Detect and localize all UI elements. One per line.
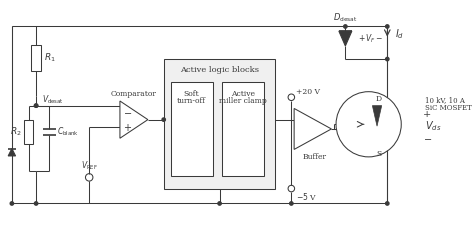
Text: SiC MOSFET: SiC MOSFET: [425, 104, 472, 112]
Text: D: D: [375, 95, 382, 103]
Polygon shape: [373, 106, 382, 126]
Circle shape: [35, 104, 38, 107]
Polygon shape: [8, 148, 16, 156]
Text: S: S: [376, 150, 382, 158]
Text: $R_2$: $R_2$: [9, 125, 21, 138]
Text: $V_{ds}$: $V_{ds}$: [425, 119, 441, 133]
Circle shape: [10, 202, 14, 205]
Text: G: G: [341, 125, 347, 133]
Circle shape: [386, 57, 389, 61]
Text: $C_{\rm blank}$: $C_{\rm blank}$: [56, 125, 79, 138]
Text: $V_{\rm desat}$: $V_{\rm desat}$: [42, 94, 64, 106]
Bar: [171, 82, 213, 175]
Text: 10 kV, 10 A: 10 kV, 10 A: [425, 96, 465, 104]
Text: +: +: [423, 110, 431, 120]
Circle shape: [344, 25, 347, 28]
Text: turn-off: turn-off: [177, 97, 206, 105]
Bar: [222, 82, 264, 175]
Text: Active: Active: [231, 90, 255, 98]
Bar: [31, 45, 41, 71]
Text: Soft: Soft: [184, 90, 200, 98]
Polygon shape: [339, 31, 352, 46]
Text: $-$: $-$: [423, 134, 432, 143]
Circle shape: [386, 202, 389, 205]
Circle shape: [290, 202, 293, 205]
Polygon shape: [120, 101, 148, 138]
Text: $I_d$: $I_d$: [395, 27, 404, 41]
Text: $-$: $-$: [123, 108, 132, 117]
Circle shape: [336, 92, 401, 157]
Circle shape: [35, 104, 38, 107]
Text: $+\,V_F-$: $+\,V_F-$: [358, 32, 383, 45]
Text: $D_{\rm desat}$: $D_{\rm desat}$: [333, 12, 358, 24]
Circle shape: [218, 202, 221, 205]
Text: $+$: $+$: [123, 122, 132, 133]
Text: Comparator: Comparator: [111, 90, 157, 98]
Circle shape: [162, 118, 165, 121]
Text: +20 V: +20 V: [296, 88, 320, 96]
Circle shape: [386, 25, 389, 28]
Text: $-5$ V: $-5$ V: [296, 191, 317, 202]
Polygon shape: [294, 109, 331, 150]
Circle shape: [35, 202, 38, 205]
Text: $R_1$: $R_1$: [44, 52, 55, 64]
Bar: [164, 59, 275, 189]
Text: $V_{\rm REF}$: $V_{\rm REF}$: [81, 160, 98, 172]
Text: miller clamp: miller clamp: [219, 97, 267, 105]
Bar: [24, 120, 33, 144]
Text: Buffer: Buffer: [302, 153, 327, 161]
Text: Active logic blocks: Active logic blocks: [180, 66, 259, 74]
